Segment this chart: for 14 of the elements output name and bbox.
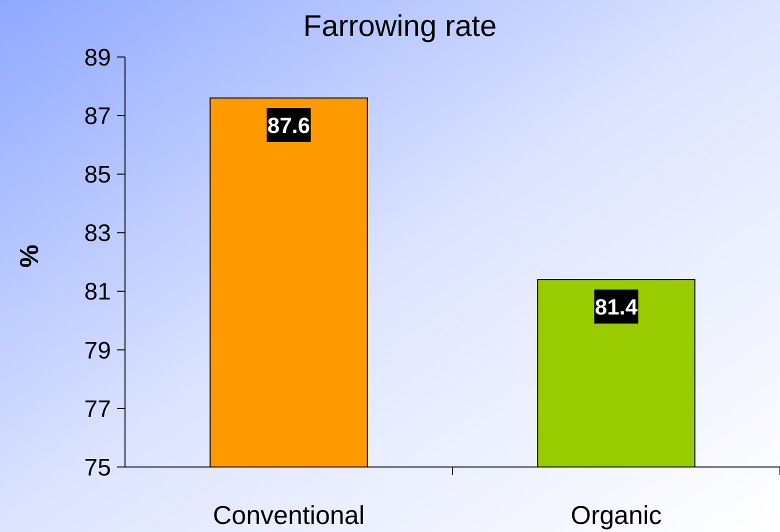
y-tick-label: 79 (84, 337, 111, 364)
y-tick-label: 83 (84, 220, 111, 248)
y-tick-label: 75 (84, 454, 111, 482)
data-label: 81.4 (594, 294, 638, 320)
x-tick-label: Conventional (212, 500, 365, 530)
chart-title: Farrowing rate (303, 10, 497, 43)
data-label: 87.6 (267, 113, 310, 138)
x-tick-label: Organic (570, 500, 662, 530)
y-tick-label: 85 (84, 162, 111, 189)
y-tick-label: 81 (84, 278, 111, 306)
y-tick-label: 87 (84, 102, 111, 130)
y-axis-title: % (14, 244, 44, 268)
y-tick-label: 89 (84, 44, 111, 72)
y-tick-label: 77 (84, 396, 111, 423)
